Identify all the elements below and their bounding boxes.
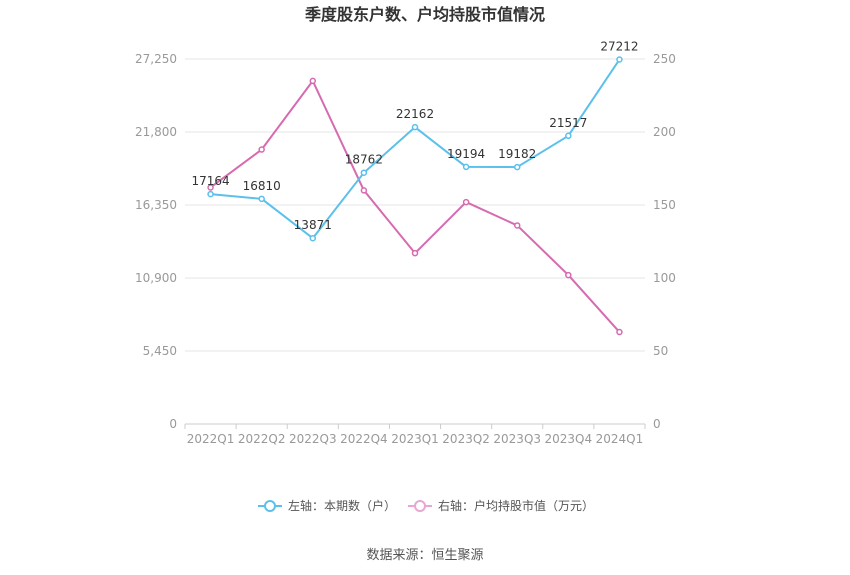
series-point-1 bbox=[513, 222, 521, 229]
data-label: 21517 bbox=[549, 116, 587, 130]
left-axis: 0 5,450 10,900 16,350 21,800 27,250 bbox=[135, 52, 177, 431]
right-tick-label: 100 bbox=[653, 271, 676, 285]
legend-marker-avg-value bbox=[414, 500, 426, 512]
series-point-1 bbox=[565, 271, 572, 279]
left-tick-label: 0 bbox=[169, 417, 177, 431]
grid bbox=[185, 58, 645, 425]
series-point-0 bbox=[462, 163, 470, 171]
x-tick-label: 2023Q3 bbox=[493, 432, 541, 446]
left-tick-label: 16,350 bbox=[135, 198, 177, 212]
x-tick-label: 2022Q3 bbox=[289, 432, 337, 446]
x-tick-label: 2022Q4 bbox=[340, 432, 388, 446]
series-point-0 bbox=[616, 56, 623, 63]
series-point-0 bbox=[258, 195, 265, 203]
legend-item-avg-value[interactable]: 右轴：户均持股市值（万元） bbox=[408, 498, 594, 513]
series-layer bbox=[207, 56, 623, 336]
data-label: 16810 bbox=[243, 179, 281, 193]
series-point-1 bbox=[207, 184, 214, 191]
right-axis: 0 50 100 150 200 250 bbox=[653, 52, 676, 431]
left-tick-label: 21,800 bbox=[135, 125, 177, 139]
x-tick-label: 2022Q1 bbox=[187, 432, 235, 446]
x-tick-label: 2023Q2 bbox=[442, 432, 490, 446]
x-axis: 2022Q1 2022Q2 2022Q3 2022Q4 2023Q1 2023Q2 2023… bbox=[184, 424, 646, 446]
series-point-0 bbox=[360, 169, 368, 176]
series-point-1 bbox=[258, 146, 265, 153]
x-tick-label: 2022Q2 bbox=[238, 432, 286, 446]
left-tick-label: 27,250 bbox=[135, 52, 177, 66]
legend: 左轴：本期数（户） 右轴：户均持股市值（万元） bbox=[258, 498, 594, 513]
left-tick-label: 5,450 bbox=[143, 344, 177, 358]
series-point-0 bbox=[411, 123, 419, 131]
legend-label-avg-value: 右轴：户均持股市值（万元） bbox=[438, 498, 594, 513]
legend-label-households: 左轴：本期数（户） bbox=[288, 498, 396, 513]
right-tick-label: 250 bbox=[653, 52, 676, 66]
legend-item-households[interactable]: 左轴：本期数（户） bbox=[258, 498, 396, 513]
x-tick-label: 2023Q4 bbox=[545, 432, 593, 446]
source-note: 数据来源：恒生聚源 bbox=[366, 548, 483, 563]
x-tick-label: 2023Q1 bbox=[391, 432, 439, 446]
data-label: 19182 bbox=[498, 147, 536, 161]
series-point-0 bbox=[565, 132, 572, 140]
data-label: 22162 bbox=[396, 107, 434, 121]
chart-title: 季度股东户数、户均持股市值情况 bbox=[304, 5, 545, 24]
data-labels: 17164 16810 13871 18762 22162 19194 19182 21517… bbox=[191, 40, 638, 233]
data-label: 13871 bbox=[294, 218, 332, 232]
series-point-1 bbox=[462, 198, 470, 206]
right-tick-label: 200 bbox=[653, 125, 676, 139]
right-tick-label: 150 bbox=[653, 198, 676, 212]
x-tick-label: 2024Q1 bbox=[596, 432, 644, 446]
series-point-1 bbox=[411, 249, 419, 257]
data-label: 27212 bbox=[600, 40, 638, 54]
data-label: 19194 bbox=[447, 147, 485, 161]
left-tick-label: 10,900 bbox=[135, 271, 177, 285]
series-line-0 bbox=[210, 58, 621, 240]
series-point-1 bbox=[360, 187, 368, 194]
legend-marker-households bbox=[264, 500, 276, 512]
right-tick-label: 0 bbox=[653, 417, 661, 431]
series-point-0 bbox=[513, 163, 521, 171]
data-label: 18762 bbox=[345, 153, 383, 167]
series-point-1 bbox=[616, 328, 623, 336]
series-point-1 bbox=[309, 77, 317, 85]
series-point-0 bbox=[207, 190, 214, 198]
series-point-0 bbox=[309, 234, 317, 242]
right-tick-label: 50 bbox=[653, 344, 668, 358]
data-label: 17164 bbox=[191, 174, 229, 188]
